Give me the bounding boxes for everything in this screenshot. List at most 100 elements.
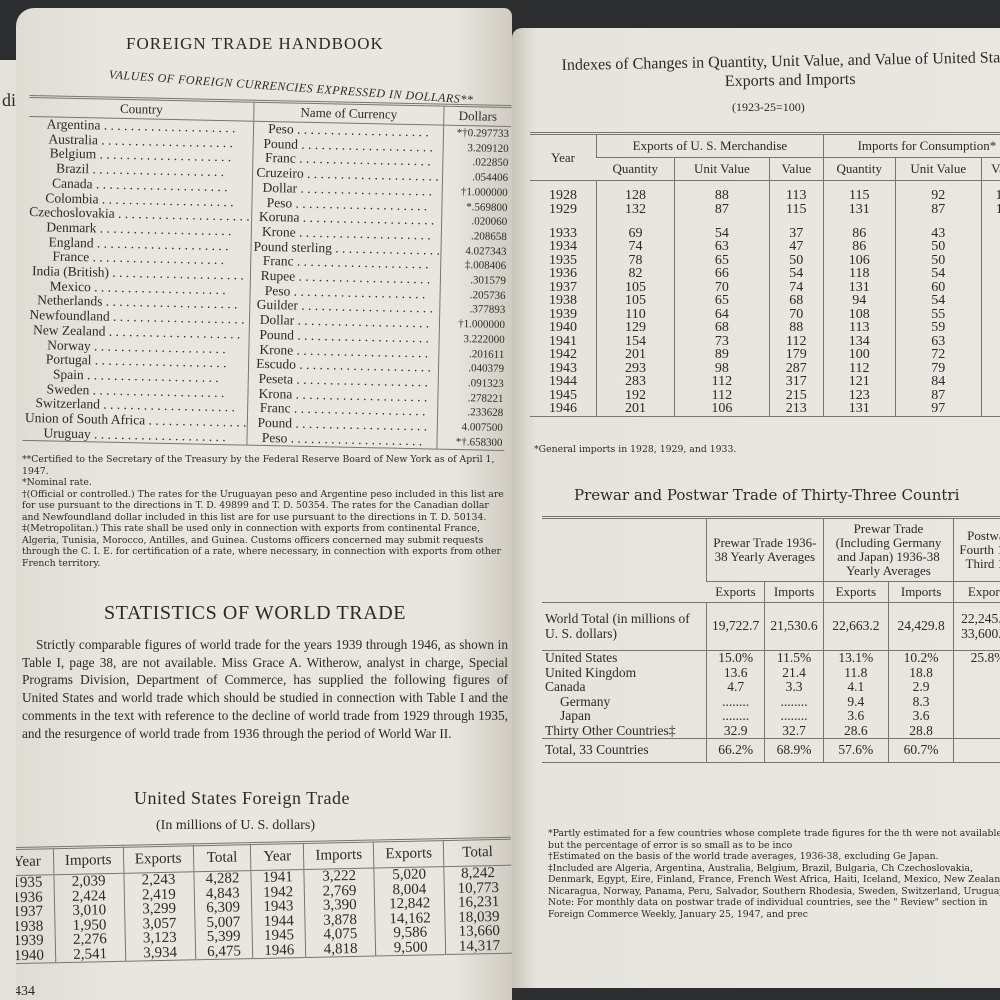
us-trade-cell: 12,842 bbox=[374, 895, 445, 912]
prewar-cell: 4.7 bbox=[705, 679, 765, 695]
prewar-cell bbox=[953, 680, 1000, 695]
us-trade-cell: 3,299 bbox=[124, 901, 195, 917]
cell-currency-text: Escudo bbox=[256, 356, 297, 372]
index-cell: 1939 bbox=[549, 306, 577, 322]
us-trade-subtitle: (In millions of U. S. dollars) bbox=[156, 818, 316, 833]
index-row: 1928 1288811311592106 bbox=[530, 180, 1000, 203]
prewar-table: Prewar Trade 1936-38 Yearly Averages Pre… bbox=[542, 516, 1000, 763]
index-cell bbox=[980, 361, 1000, 375]
index-cell: 192 bbox=[595, 388, 675, 402]
us-trade-col: Total bbox=[192, 843, 252, 872]
prewar-row: Canada 4.7 3.3 4.1 2.9 bbox=[542, 679, 1000, 695]
us-trade-col: Imports bbox=[303, 841, 375, 870]
prewar-cell: 2.9 bbox=[887, 679, 954, 695]
index-cell: 1937 bbox=[549, 279, 577, 295]
cell-dollars: †1.000000 bbox=[439, 316, 508, 333]
currency-footnote: ‡(Metropolitan.) This rate shall be used… bbox=[22, 523, 501, 569]
index-row: 1933 69543786433 bbox=[530, 216, 1000, 240]
index-cell bbox=[980, 307, 1000, 321]
us-trade-cell: 6,475 bbox=[194, 943, 254, 960]
index-cell: 317 bbox=[768, 375, 824, 389]
index-cell: 63 bbox=[894, 334, 982, 348]
index-cell: 72 bbox=[894, 348, 982, 362]
index-cell: 1928 bbox=[549, 188, 577, 203]
cell-dollars: ‡.008406 bbox=[440, 257, 509, 275]
index-cell: 105 bbox=[595, 294, 675, 308]
index-cell: 87 bbox=[674, 202, 770, 216]
index-cell: 108 bbox=[822, 307, 896, 321]
us-trade-cell: 4,075 bbox=[305, 926, 376, 943]
us-trade-cell: 2,243 bbox=[123, 872, 194, 888]
cell-currency-text: Pound bbox=[259, 327, 295, 343]
prewar-cell: 10.2% bbox=[887, 650, 954, 666]
cell-currency-text: Koruna bbox=[258, 209, 300, 225]
us-trade-cell: 5,020 bbox=[374, 866, 445, 883]
currency-footnote: **Certified to the Secretary of the Trea… bbox=[22, 454, 495, 477]
prewar-row: Germany................ 9.4 8.3 bbox=[542, 694, 1000, 709]
index-cell: 65 bbox=[674, 294, 770, 308]
us-trade-cell: 13,660 bbox=[445, 923, 512, 940]
section-heading: STATISTICS OF WORLD TRADE bbox=[104, 602, 407, 624]
cell-currency-text: Pound bbox=[257, 415, 293, 431]
index-cell: 131 bbox=[822, 280, 896, 294]
index-cell: 4 bbox=[980, 240, 1000, 254]
index-cell: 63 bbox=[674, 240, 770, 254]
cell-dollars: .377893 bbox=[439, 302, 508, 319]
index-cell: 287 bbox=[768, 361, 824, 375]
prewar-cell: 28.8 bbox=[887, 723, 954, 739]
prewar-cell: 3.6 bbox=[822, 708, 889, 724]
cell-dollars: .022850 bbox=[442, 155, 511, 172]
index-cell: 73 bbox=[674, 334, 770, 348]
index-cell: 1 bbox=[980, 388, 1000, 402]
prewar-table-title: Prewar and Postwar Trade of Thirty-Three… bbox=[574, 486, 960, 504]
index-cell: 66 bbox=[674, 267, 770, 281]
col-year: Year bbox=[530, 133, 597, 181]
col-dollars: Dollars bbox=[443, 105, 512, 127]
index-cell: 118 bbox=[822, 267, 896, 281]
index-cell: 37 bbox=[768, 216, 824, 240]
currency-footnote: *Nominal rate. bbox=[22, 477, 92, 488]
prewar-footnote: *Partly estimated for a few countries wh… bbox=[548, 828, 1000, 851]
index-cell: 54 bbox=[894, 267, 982, 281]
index-cell bbox=[980, 334, 1000, 348]
us-trade-cell: 6,309 bbox=[194, 899, 253, 916]
cell-dollars: *†.658300 bbox=[436, 434, 505, 451]
index-table-title: Indexes of Changes in Quantity, Unit Val… bbox=[561, 49, 1000, 91]
us-trade-cell: 3,123 bbox=[124, 930, 195, 946]
prewar-cell: 9.4 bbox=[822, 694, 889, 709]
index-subcol: Unit Value bbox=[894, 157, 982, 181]
cell-dollars: .278221 bbox=[437, 390, 506, 407]
prewar-cell bbox=[953, 709, 1000, 724]
index-subcol: Quantity bbox=[596, 157, 675, 181]
page-number: 434 bbox=[16, 984, 35, 999]
cell-country-text: Brazil bbox=[55, 161, 90, 177]
group-exports: Exports of U. S. Merchandise bbox=[596, 133, 824, 158]
prewar-cell: 15.0% bbox=[705, 650, 765, 666]
index-cell: 88 bbox=[768, 321, 824, 335]
index-cell: 5 bbox=[980, 253, 1000, 267]
index-cell: 82 bbox=[595, 267, 675, 281]
cell-country-text: Netherlands bbox=[37, 293, 103, 309]
index-subcol: Quantity bbox=[822, 157, 896, 181]
us-trade-cell: 1939 bbox=[16, 932, 44, 950]
cell-currency-text: Peso bbox=[266, 195, 293, 211]
index-cell: 113 bbox=[822, 321, 896, 335]
index-cell: 179 bbox=[768, 348, 824, 362]
us-trade-cell: 1945 bbox=[252, 927, 306, 944]
index-cell: 79 bbox=[894, 361, 982, 375]
prewar-cell: 32.9 bbox=[705, 723, 765, 739]
us-trade-cell: 1941 bbox=[251, 869, 305, 886]
prewar-subcol: Imports bbox=[887, 581, 954, 603]
index-cell: 1941 bbox=[549, 333, 577, 349]
index-cell: 74 bbox=[595, 240, 675, 254]
index-cell: 5 bbox=[980, 294, 1000, 308]
index-cell: 131 bbox=[822, 202, 896, 216]
index-cell: 115 bbox=[768, 202, 824, 216]
prewar-cell: 25.8% bbox=[953, 650, 1000, 666]
prewar-cell: 3.3 bbox=[764, 679, 824, 695]
us-trade-cell: 9,586 bbox=[375, 924, 446, 941]
index-cell: 215 bbox=[768, 388, 824, 402]
us-trade-col: Imports bbox=[52, 846, 124, 875]
index-cell: 112 bbox=[822, 361, 896, 375]
us-trade-table: Year Imports Exports Total Year Imports Export… bbox=[16, 836, 512, 965]
